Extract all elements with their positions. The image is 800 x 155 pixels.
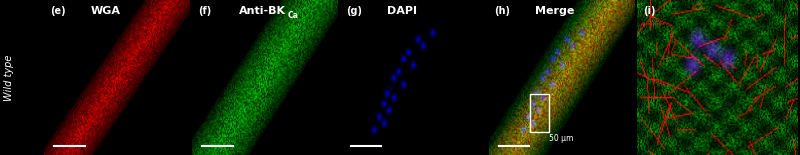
Text: Wild type: Wild type <box>4 54 14 101</box>
Text: Merge: Merge <box>535 6 574 16</box>
Text: Ca: Ca <box>288 11 298 20</box>
Text: WGA: WGA <box>90 6 121 16</box>
Text: (g): (g) <box>346 6 362 16</box>
Bar <box>530 94 550 132</box>
Text: Anti-BK: Anti-BK <box>239 6 286 16</box>
Text: (f): (f) <box>198 6 211 16</box>
Text: (e): (e) <box>50 6 66 16</box>
Text: DAPI: DAPI <box>387 6 417 16</box>
Text: (i): (i) <box>643 6 656 16</box>
Text: (h): (h) <box>494 6 510 16</box>
Text: 50 μm: 50 μm <box>550 134 574 143</box>
